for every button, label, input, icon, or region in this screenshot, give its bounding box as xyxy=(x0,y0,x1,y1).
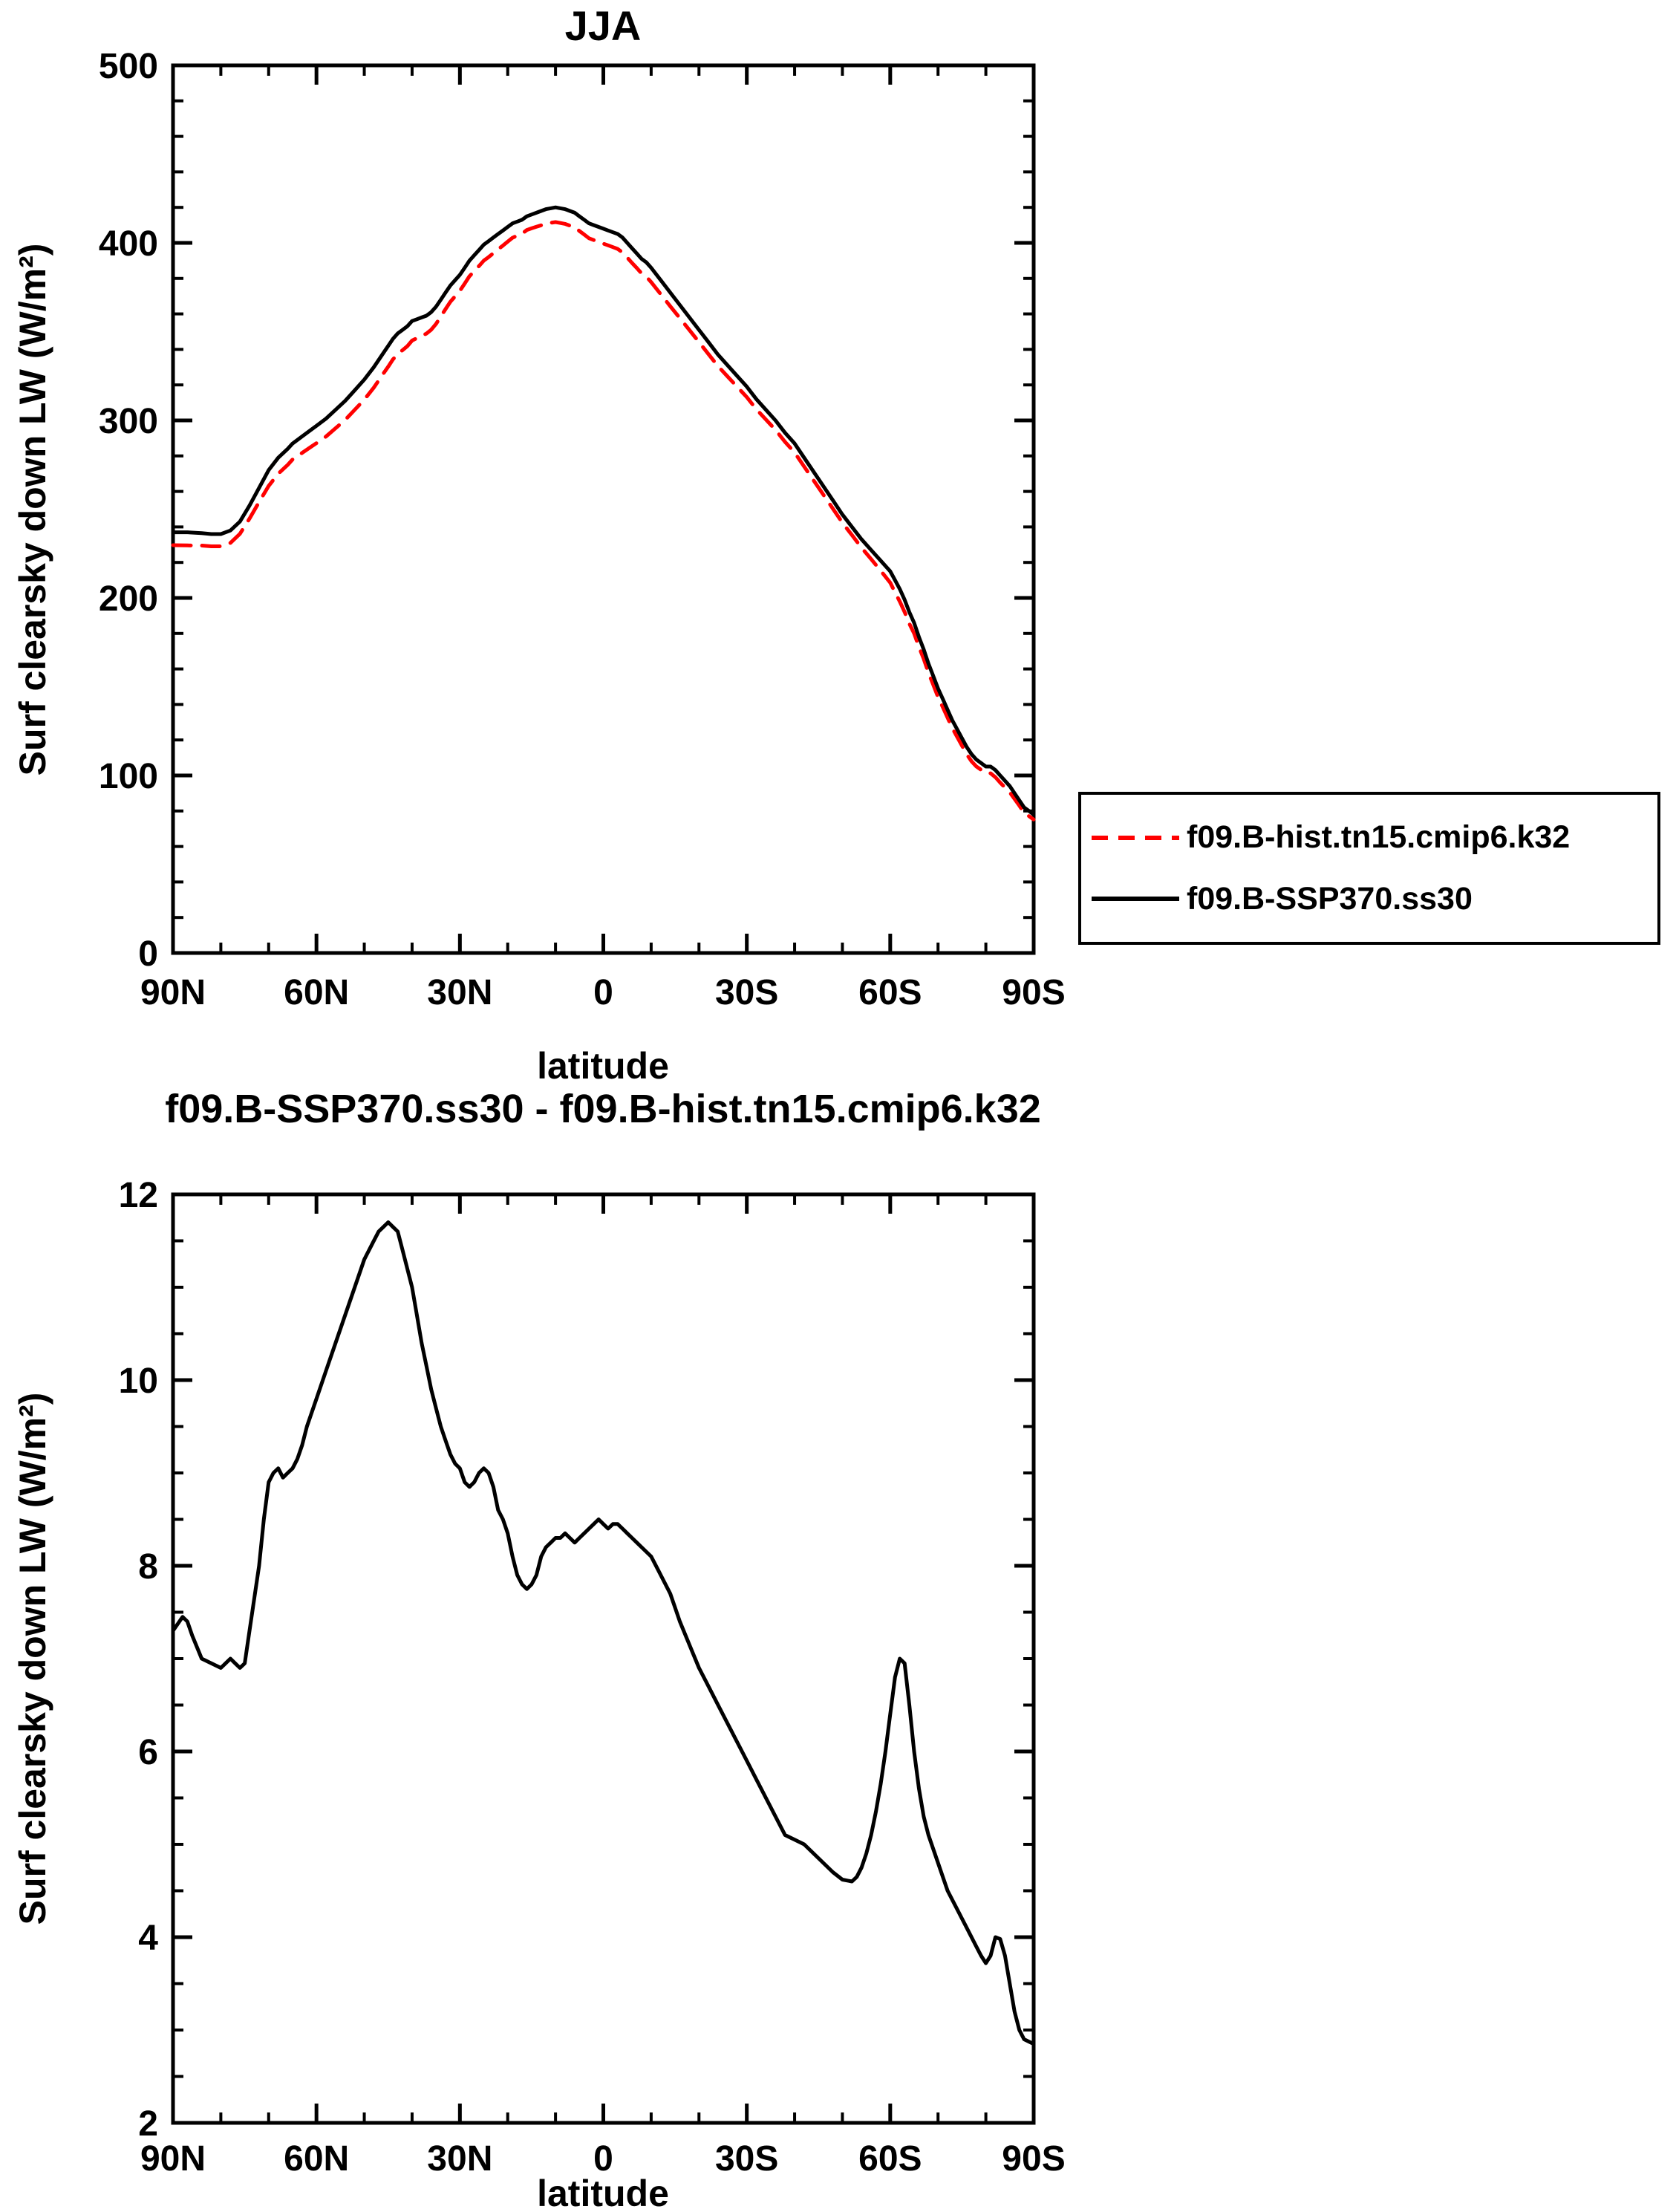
top-x-axis-label: latitude xyxy=(537,1045,669,1087)
top-chart-title: JJA xyxy=(564,2,642,49)
x-tick-label: 30S xyxy=(715,973,778,1012)
x-tick-label: 60S xyxy=(858,973,922,1012)
series-line-solid xyxy=(171,1220,1036,2046)
legend-label-hist: f09.B-hist.tn15.cmip6.k32 xyxy=(1187,819,1571,856)
x-tick-label: 0 xyxy=(593,2139,613,2179)
top-y-axis-label: Surf clearsky down LW (W/m²) xyxy=(12,243,53,776)
x-tick-label: 0 xyxy=(593,973,613,1012)
y-tick-label: 2 xyxy=(138,2104,158,2144)
y-tick-label: 8 xyxy=(138,1547,158,1587)
y-tick-label: 6 xyxy=(138,1733,158,1772)
x-tick-label: 30N xyxy=(427,2139,492,2179)
legend-label-ssp: f09.B-SSP370.ss30 xyxy=(1187,880,1473,917)
y-tick-label: 400 xyxy=(99,224,158,264)
x-tick-label: 90S xyxy=(1002,973,1065,1012)
y-tick-label: 12 xyxy=(119,1176,158,1215)
legend-item-hist: f09.B-hist.tn15.cmip6.k32 xyxy=(1081,819,1657,856)
chart-bottom: 90N 60N 30N 0 30S 60S 90S 2 4 6 8 10 12 xyxy=(119,1176,1066,2179)
bottom-y-axis-label: Surf clearsky down LW (W/m²) xyxy=(12,1392,53,1925)
plot-frame xyxy=(171,63,1036,955)
y-tick-label: 10 xyxy=(119,1362,158,1401)
x-tick-label: 90N xyxy=(140,973,206,1012)
y-tick-label: 500 xyxy=(99,47,158,86)
legend-box: f09.B-hist.tn15.cmip6.k32 f09.B-SSP370.s… xyxy=(1078,792,1660,945)
series-line-solid xyxy=(171,205,1036,817)
y-tick-label: 100 xyxy=(99,757,158,796)
legend-line-solid-black xyxy=(1092,897,1179,902)
legend-item-ssp: f09.B-SSP370.ss30 xyxy=(1081,881,1657,917)
x-tick-label: 30N xyxy=(427,973,492,1012)
x-tick-label: 60N xyxy=(284,2139,349,2179)
y-tick-label: 0 xyxy=(138,934,158,974)
chart-top: 90N 60N 30N 0 30S 60S 90S 0 100 200 300 400 500 xyxy=(99,47,1066,1012)
plot-frame xyxy=(171,1192,1036,2125)
bottom-x-axis-label: latitude xyxy=(537,2173,669,2212)
x-tick-label: 90S xyxy=(1002,2139,1065,2179)
x-tick-label: 90N xyxy=(140,2139,206,2179)
x-tick-label: 60S xyxy=(858,2139,922,2179)
y-tick-label: 4 xyxy=(138,1919,158,1958)
x-tick-label: 60N xyxy=(284,973,349,1012)
series-line-dashed xyxy=(171,220,1036,822)
legend-line-dashed-red xyxy=(1092,835,1179,840)
bottom-chart-title: f09.B-SSP370.ss30 - f09.B-hist.tn15.cmip… xyxy=(165,1087,1041,1131)
y-tick-label: 200 xyxy=(99,579,158,619)
y-tick-label: 300 xyxy=(99,402,158,441)
x-tick-label: 30S xyxy=(715,2139,778,2179)
